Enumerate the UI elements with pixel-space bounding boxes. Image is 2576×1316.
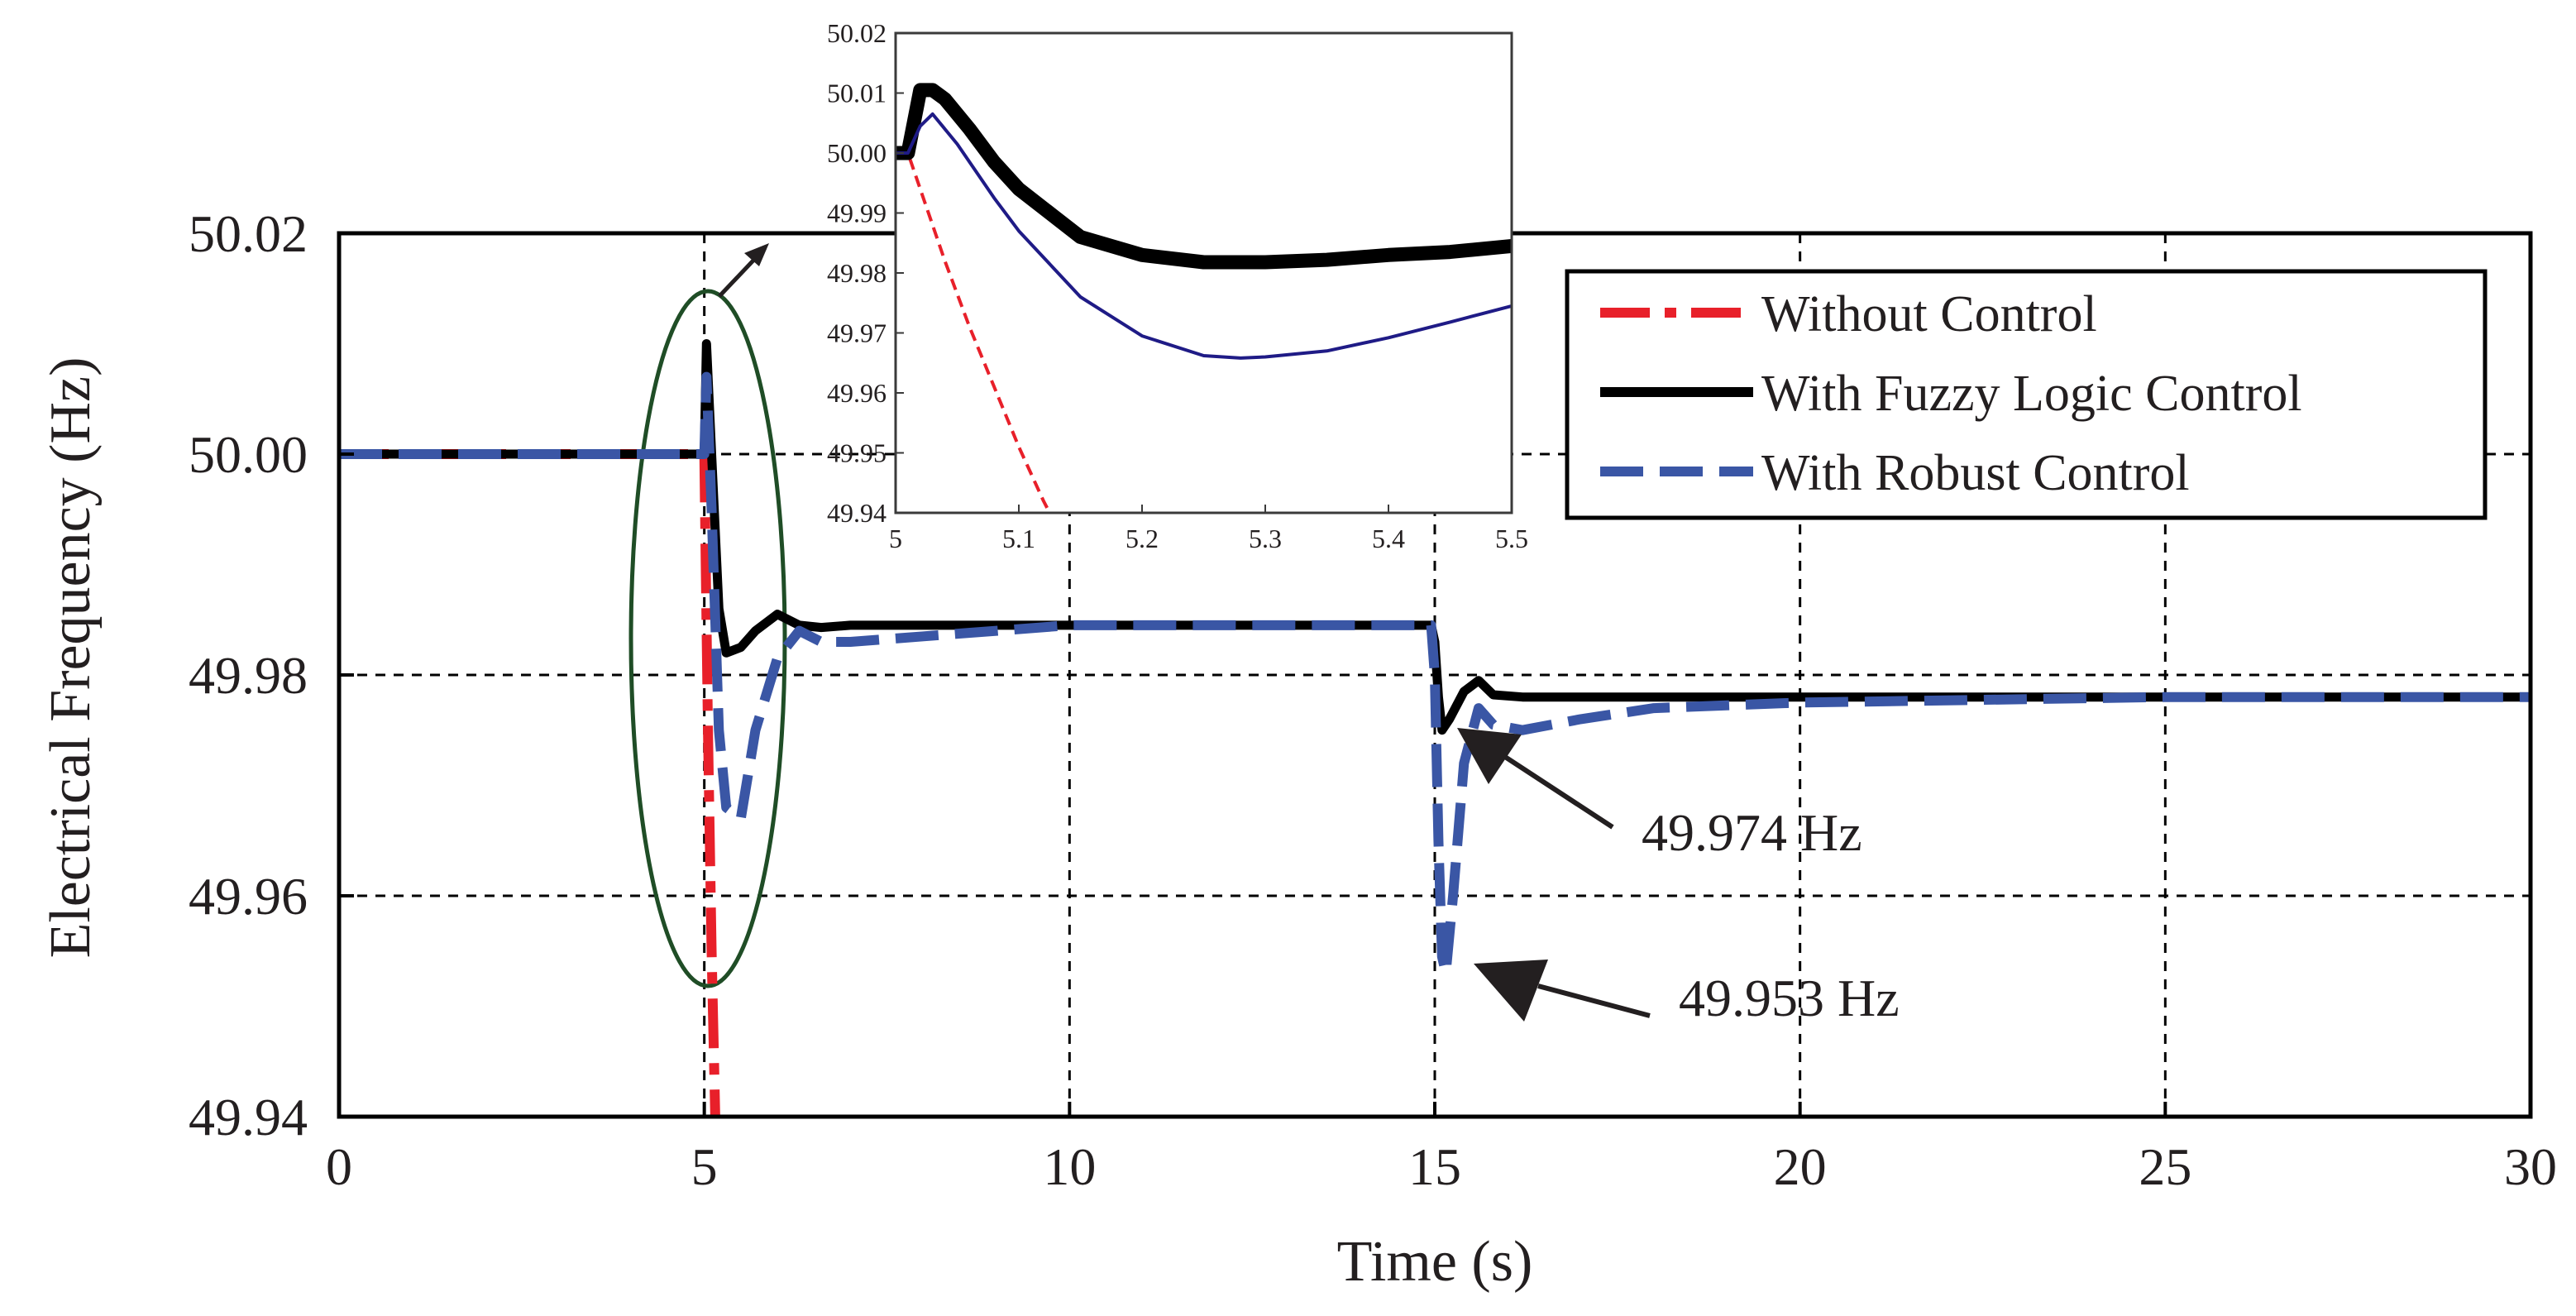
inset-x-tick-label: 5.1	[1002, 524, 1035, 553]
legend-item-robust-control: With Robust Control	[1600, 445, 2190, 501]
inset-series-line-without-control	[896, 151, 1052, 514]
x-tick-label: 30	[2504, 1137, 2557, 1196]
y-tick-label: 50.00	[189, 425, 308, 484]
y-tick-label: 49.94	[189, 1088, 308, 1146]
legend: Without Control With Fuzzy Logic Control…	[1565, 269, 2488, 520]
zoom-arrow	[718, 243, 769, 298]
main-ticks	[337, 232, 2532, 1118]
inset-y-tick-label: 50.02	[827, 18, 887, 48]
main-tick-labels: 0 5 10 15 20 25 30 49.94 49.96 49.98 50.00 50.02	[189, 204, 2557, 1196]
inset-series-line-with-fuzzy-logic-control	[896, 83, 1513, 270]
y-axis-title: Electrical Frequency (Hz)	[39, 357, 103, 959]
inset-y-tick-label: 49.98	[827, 258, 887, 288]
inset-x-tick-label: 5.4	[1372, 524, 1405, 553]
inset-y-tick-label: 49.95	[827, 438, 887, 468]
legend-label-without-control: Without Control	[1761, 286, 2097, 342]
annotation-arrowhead	[1474, 959, 1548, 1022]
annotation-text-49-953: 49.953 Hz	[1679, 969, 1900, 1027]
legend-label-fuzzy-logic-control: With Fuzzy Logic Control	[1761, 366, 2302, 422]
y-tick-label: 49.96	[189, 867, 308, 926]
series-line-without-control	[339, 449, 720, 1117]
inset-y-tick-label: 50.00	[827, 138, 887, 168]
x-tick-label: 0	[326, 1137, 352, 1196]
series-line-with-robust-control	[339, 371, 2531, 979]
y-tick-label: 50.02	[189, 204, 308, 263]
main-series-group	[339, 339, 2531, 1117]
x-tick-label: 10	[1043, 1137, 1096, 1196]
y-tick-label: 49.98	[189, 646, 308, 705]
annotation-arrowhead	[1457, 728, 1522, 784]
inset-y-tick-label: 49.97	[827, 318, 887, 348]
inset-y-tick-label: 49.96	[827, 378, 887, 408]
x-tick-label: 15	[1408, 1137, 1461, 1196]
annotation-49-974: 49.974 Hz	[1457, 728, 1862, 862]
inset-tick-labels: 5 5.1 5.2 5.3 5.4 5.5 49.94 49.95 49.96 49.97 49.9…	[827, 18, 1528, 553]
legend-item-fuzzy-logic-control: With Fuzzy Logic Control	[1600, 366, 2302, 422]
annotation-49-953: 49.953 Hz	[1474, 959, 1900, 1027]
inset-series-group	[896, 83, 1513, 514]
inset-series-line-with-robust-control	[896, 112, 1513, 360]
inset-x-tick-label: 5	[889, 524, 902, 553]
annotation-text-49-974: 49.974 Hz	[1642, 803, 1862, 862]
legend-label-robust-control: With Robust Control	[1761, 445, 2190, 501]
inset-x-tick-label: 5.5	[1495, 524, 1528, 553]
inset-background	[896, 33, 1512, 513]
x-tick-label: 25	[2139, 1137, 2191, 1196]
x-tick-label: 5	[691, 1137, 718, 1196]
inset-x-tick-label: 5.3	[1249, 524, 1282, 553]
inset-x-tick-label: 5.2	[1126, 524, 1159, 553]
zoom-highlight-ellipse	[628, 289, 787, 988]
legend-item-without-control: Without Control	[1600, 286, 2097, 342]
inset-y-tick-label: 49.94	[827, 498, 887, 528]
x-axis-title: Time (s)	[1337, 1230, 1533, 1294]
x-tick-label: 20	[1774, 1137, 1827, 1196]
inset-y-tick-label: 50.01	[827, 79, 887, 108]
inset-y-tick-label: 49.99	[827, 199, 887, 228]
inset-plot: 5 5.1 5.2 5.3 5.4 5.5 49.94 49.95 49.96 49.97 49.9…	[827, 18, 1528, 553]
inset-ticks	[895, 32, 1513, 514]
